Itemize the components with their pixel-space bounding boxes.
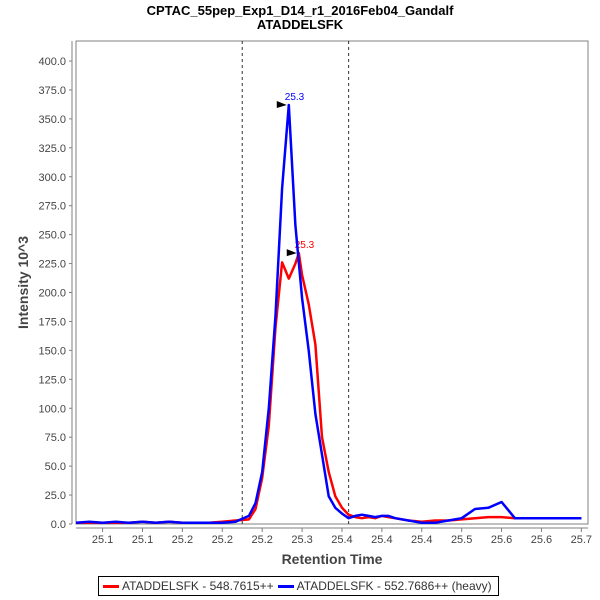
legend-label-heavy: ATADDELSFK - 552.7686++ (heavy) (296, 579, 492, 593)
y-tick-label: 275.0 (38, 201, 66, 213)
y-tick-label: 400.0 (38, 56, 66, 68)
legend-item-heavy: ATADDELSFK - 552.7686++ (heavy) (277, 579, 492, 593)
x-tick-label: 25.1 (132, 534, 153, 546)
x-tick-label: 25.4 (411, 534, 432, 546)
y-tick-label: 0.0 (51, 519, 66, 531)
x-axis-label: Retention Time (282, 551, 383, 567)
y-tick-label: 175.0 (38, 316, 66, 328)
chart-subtitle: ATADDELSFK (256, 17, 344, 32)
plot-border (75, 40, 589, 525)
x-tick-label: 25.5 (451, 534, 472, 546)
chart-plot-area: 0.0 25.0 50.0 75.0 100.0 125.0 150.0 175.0 200.0… (15, 40, 592, 567)
x-tick-label: 25.2 (172, 534, 193, 546)
x-tick-label: 25.4 (371, 534, 392, 546)
x-tick-label: 25.3 (291, 534, 312, 546)
x-tick-label: 25.2 (251, 534, 272, 546)
y-tick-label: 350.0 (38, 114, 66, 126)
peak-arrow-icon (286, 249, 297, 257)
x-tick-label: 25.2 (212, 534, 233, 546)
y-tick-label: 225.0 (38, 259, 66, 271)
series-line-heavy (75, 103, 582, 525)
chart-legend: ATADDELSFK - 548.7615++ ATADDELSFK - 552… (98, 576, 499, 596)
peak-label: 25.3 (285, 92, 305, 103)
y-tick-label: 125.0 (38, 374, 66, 386)
legend-label-light: ATADDELSFK - 548.7615++ (122, 579, 274, 593)
legend-item-light: ATADDELSFK - 548.7615++ (103, 579, 274, 593)
y-tick-label: 300.0 (38, 172, 66, 184)
y-axis-label: Intensity 10^3 (15, 236, 31, 329)
chart-title: CPTAC_55pep_Exp1_D14_r1_2016Feb04_Gandal… (146, 3, 454, 18)
y-tick-label: 100.0 (38, 403, 66, 415)
peak-label: 25.3 (295, 240, 315, 251)
x-tick-label: 25.6 (531, 534, 552, 546)
x-tick-label: 25.7 (571, 534, 592, 546)
y-tick-label: 250.0 (38, 230, 66, 242)
y-tick-label: 200.0 (38, 288, 66, 300)
legend-swatch-blue (277, 584, 294, 588)
y-tick-label: 50.0 (45, 461, 66, 473)
x-tick-label: 25.6 (491, 534, 512, 546)
legend-swatch-red (103, 584, 119, 588)
y-tick-label: 150.0 (38, 345, 66, 357)
x-tick-label: 25.4 (331, 534, 352, 546)
peak-arrow-icon (276, 100, 287, 108)
x-tick-label: 25.1 (92, 534, 113, 546)
y-tick-label: 325.0 (38, 143, 66, 155)
y-tick-label: 25.0 (45, 490, 66, 502)
y-tick-label: 375.0 (38, 85, 66, 97)
y-tick-label: 75.0 (45, 432, 66, 444)
